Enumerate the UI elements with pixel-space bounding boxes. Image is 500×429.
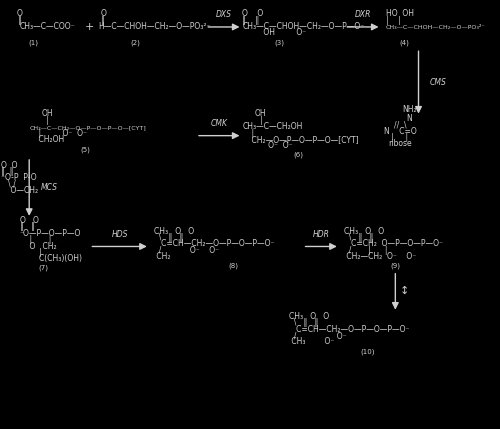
- Text: N: N: [406, 114, 412, 123]
- Text: (5): (5): [80, 146, 90, 153]
- Text: O    O: O O: [242, 9, 264, 18]
- Text: |         O⁻  O⁻: | O⁻ O⁻: [29, 129, 87, 138]
- Text: |     |: | |: [392, 133, 408, 142]
- Text: CH₂—O—P—O—P—O—[CYT]: CH₂—O—P—O—P—O—[CYT]: [242, 135, 359, 144]
- Text: |: |: [46, 116, 49, 125]
- Text: /            O⁻    O⁻: / O⁻ O⁻: [154, 246, 220, 255]
- Text: OH: OH: [42, 109, 54, 118]
- Text: ‖  ‖: ‖ ‖: [2, 167, 14, 176]
- Text: |    |: | |: [386, 16, 401, 25]
- Text: |       |: | |: [20, 235, 52, 244]
- Text: O—CH₂: O—CH₂: [2, 186, 38, 195]
- Text: CMK: CMK: [210, 119, 228, 128]
- Text: DXS: DXS: [216, 10, 232, 19]
- Text: NH₂: NH₂: [402, 105, 416, 114]
- Text: (7): (7): [38, 265, 48, 272]
- Text: CH₃   O   O: CH₃ O O: [344, 227, 385, 236]
- Text: //  \: // \: [394, 120, 406, 129]
- Text: |: |: [20, 248, 42, 257]
- Text: CMS: CMS: [430, 78, 447, 87]
- Text: ‖   ‖: ‖ ‖: [20, 222, 35, 231]
- Text: CH₂: CH₂: [154, 252, 171, 261]
- Text: CH₂—CH₂  O⁻    O⁻: CH₂—CH₂ O⁻ O⁻: [344, 252, 416, 261]
- Text: CH₃—C—CHOH—CH₂—O—P—O⁻: CH₃—C—CHOH—CH₂—O—P—O⁻: [242, 22, 364, 31]
- Text: ‖    ‖: ‖ ‖: [242, 16, 260, 25]
- Text: ↕: ↕: [400, 286, 409, 296]
- Text: CH₃—C—CHOH—CH₂—O—PO₃²⁻: CH₃—C—CHOH—CH₂—O—PO₃²⁻: [386, 25, 486, 30]
- Text: \   ‖   ‖: \ ‖ ‖: [288, 318, 318, 327]
- Text: ribose: ribose: [388, 139, 412, 148]
- Text: MCS: MCS: [41, 183, 58, 192]
- Text: C(CH₃)(OH): C(CH₃)(OH): [20, 254, 82, 263]
- Text: DXR: DXR: [354, 10, 371, 19]
- Text: C=CH—CH₂—O—P—O—P—O⁻: C=CH—CH₂—O—P—O—P—O⁻: [288, 325, 409, 334]
- Text: (4): (4): [400, 39, 409, 45]
- Text: \   ‖   ‖: \ ‖ ‖: [154, 233, 184, 242]
- Text: CH₃—C—COO⁻: CH₃—C—COO⁻: [20, 22, 76, 31]
- Text: /       |      |: / | |: [344, 246, 388, 255]
- Text: N    C=O: N C=O: [384, 127, 416, 136]
- Text: C=CH₂  O—P—O—P—O⁻: C=CH₂ O—P—O—P—O⁻: [344, 239, 444, 248]
- Text: (1): (1): [29, 39, 39, 45]
- Text: (9): (9): [390, 263, 400, 269]
- Text: ‖: ‖: [102, 16, 105, 25]
- Text: (10): (10): [360, 348, 375, 354]
- Text: HDR: HDR: [312, 230, 330, 239]
- Text: \ /: \ /: [2, 180, 16, 189]
- Text: OH         O⁻: OH O⁻: [242, 28, 306, 37]
- Text: O   CH₂: O CH₂: [20, 242, 57, 251]
- Text: CH₃—C—CH₂OH: CH₃—C—CH₂OH: [242, 122, 303, 131]
- Text: (3): (3): [274, 39, 284, 45]
- Text: (2): (2): [131, 39, 140, 45]
- Text: O   O: O O: [20, 216, 39, 225]
- Text: OH: OH: [255, 109, 266, 118]
- Text: HO  OH: HO OH: [386, 9, 414, 18]
- Text: +: +: [85, 22, 94, 32]
- Text: O⁻  O⁻: O⁻ O⁻: [242, 142, 293, 151]
- Text: O  O: O O: [2, 160, 18, 169]
- Text: CH₃        O⁻: CH₃ O⁻: [288, 338, 334, 347]
- Text: CH₂OH: CH₂OH: [29, 135, 64, 144]
- Text: |: |: [260, 116, 262, 125]
- Text: /                 O⁻: / O⁻: [288, 331, 346, 340]
- Text: O: O: [17, 9, 23, 18]
- Text: ‖: ‖: [18, 16, 22, 25]
- Text: (8): (8): [228, 263, 238, 269]
- Text: HDS: HDS: [112, 230, 128, 239]
- Text: (6): (6): [293, 152, 303, 158]
- Text: O: O: [100, 9, 106, 18]
- Text: ⁻O—P—O—P—O: ⁻O—P—O—P—O: [20, 229, 82, 238]
- Text: |: |: [242, 129, 254, 138]
- Text: CH₃   O   O: CH₃ O O: [288, 312, 329, 321]
- Text: H—C—CHOH—CH₂—O—PO₃²⁻: H—C—CHOH—CH₂—O—PO₃²⁻: [98, 22, 211, 31]
- Text: ⁻O-P  P-O: ⁻O-P P-O: [2, 173, 37, 182]
- Text: \   ‖   ‖: \ ‖ ‖: [344, 233, 374, 242]
- Text: C=CH—CH₂—O—P—O—P—O⁻: C=CH—CH₂—O—P—O—P—O⁻: [154, 239, 275, 248]
- Text: CH₃—C—CH₂—O—P—O—P—O—[CYT]: CH₃—C—CH₂—O—P—O—P—O—[CYT]: [29, 125, 146, 130]
- Text: CH₃   O   O: CH₃ O O: [154, 227, 194, 236]
